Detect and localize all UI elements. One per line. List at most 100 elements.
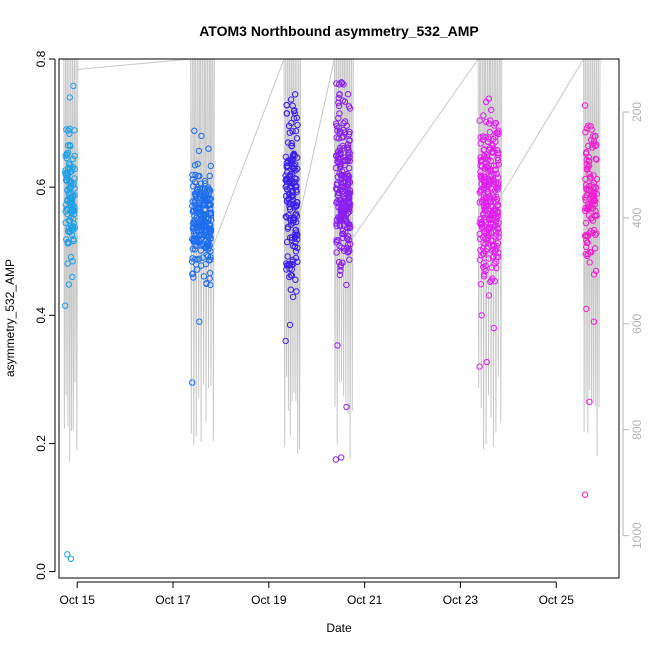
data-point: [344, 241, 352, 248]
data-point-outlier: [483, 358, 490, 366]
data-point: [582, 175, 589, 183]
data-point-outlier: [490, 324, 497, 332]
data-point: [488, 237, 495, 245]
data-point: [338, 171, 346, 179]
data-point: [494, 240, 502, 247]
data-point: [193, 185, 201, 193]
data-point: [583, 149, 590, 156]
data-point: [494, 174, 502, 181]
data-point: [206, 269, 214, 277]
data-point: [291, 231, 298, 238]
data-point: [70, 180, 77, 187]
data-point: [495, 130, 502, 138]
y-tick-label: 0.0: [34, 563, 48, 580]
data-point: [585, 163, 592, 171]
depth-cast-line: [75, 58, 79, 451]
data-point: [196, 222, 203, 229]
data-point-outlier: [583, 305, 590, 313]
data-point: [189, 171, 196, 179]
data-point: [346, 256, 353, 263]
data-point: [335, 102, 343, 110]
data-point: [293, 135, 301, 142]
data-point: [593, 176, 601, 183]
data-point-outlier: [339, 97, 346, 104]
data-point: [336, 147, 343, 154]
data-point: [477, 172, 484, 179]
data-point: [65, 160, 73, 168]
depth-cast-line: [351, 58, 354, 411]
data-point: [284, 223, 292, 231]
data-point: [287, 215, 294, 222]
data-point: [476, 256, 484, 264]
x-tick-label: Oct 19: [251, 593, 287, 607]
data-point: [333, 134, 340, 141]
data-point: [581, 102, 589, 109]
data-point: [487, 177, 494, 184]
data-point: [590, 140, 598, 147]
data-point: [335, 189, 342, 197]
data-point: [292, 276, 299, 283]
data-point: [484, 154, 491, 161]
data-point: [207, 201, 214, 208]
data-point-outlier: [592, 132, 599, 140]
data-point: [490, 181, 498, 188]
depth-cast-line: [298, 58, 302, 450]
data-point: [339, 188, 347, 195]
data-point: [584, 233, 592, 240]
x-tick-label: Oct 21: [347, 593, 383, 607]
data-point: [336, 91, 343, 98]
data-point: [70, 207, 77, 214]
data-point: [586, 157, 593, 165]
data-point-outlier: [344, 91, 352, 98]
data-point: [201, 228, 208, 236]
data-point-outlier: [283, 110, 291, 117]
data-point: [63, 151, 71, 159]
data-point: [285, 195, 292, 203]
data-point: [487, 106, 495, 114]
data-point: [64, 260, 71, 267]
data-point: [197, 235, 204, 242]
right-tick-label: 200: [630, 102, 644, 122]
plot-area: [61, 58, 601, 562]
y-tick-label: 0.8: [34, 50, 48, 67]
data-point-outlier: [69, 273, 76, 281]
depth-cast-line: [499, 58, 503, 423]
data-point: [193, 237, 200, 244]
data-point: [287, 217, 294, 225]
data-point: [489, 221, 497, 228]
data-point: [346, 224, 353, 232]
data-point: [288, 140, 295, 147]
data-point: [340, 81, 347, 88]
right-tick-label: 400: [630, 208, 644, 228]
transit-line: [212, 58, 285, 247]
data-point: [480, 112, 487, 119]
transit-line: [76, 58, 191, 71]
data-point: [345, 152, 352, 159]
data-point: [284, 139, 292, 146]
data-point: [62, 167, 69, 174]
right-tick-label: 600: [630, 313, 644, 333]
data-point: [191, 237, 198, 244]
data-point: [289, 128, 296, 135]
data-point: [69, 258, 76, 265]
depth-cast-line: [285, 58, 289, 377]
data-point: [190, 238, 197, 245]
data-point: [588, 249, 595, 256]
data-point-outlier: [65, 281, 73, 288]
right-tick-label: 800: [630, 419, 644, 439]
data-point: [583, 185, 590, 193]
data-point: [346, 190, 354, 197]
transit-line: [351, 58, 479, 240]
data-point: [287, 286, 294, 293]
data-point: [476, 189, 483, 196]
series-oct-20-21: [332, 79, 354, 463]
data-point: [283, 214, 290, 221]
y-tick-label: 0.2: [34, 435, 48, 452]
data-point: [286, 206, 294, 213]
data-point: [481, 146, 488, 153]
data-point: [189, 208, 197, 215]
data-point: [346, 137, 353, 144]
depth-cast-line: [283, 58, 287, 447]
data-point: [289, 293, 297, 301]
